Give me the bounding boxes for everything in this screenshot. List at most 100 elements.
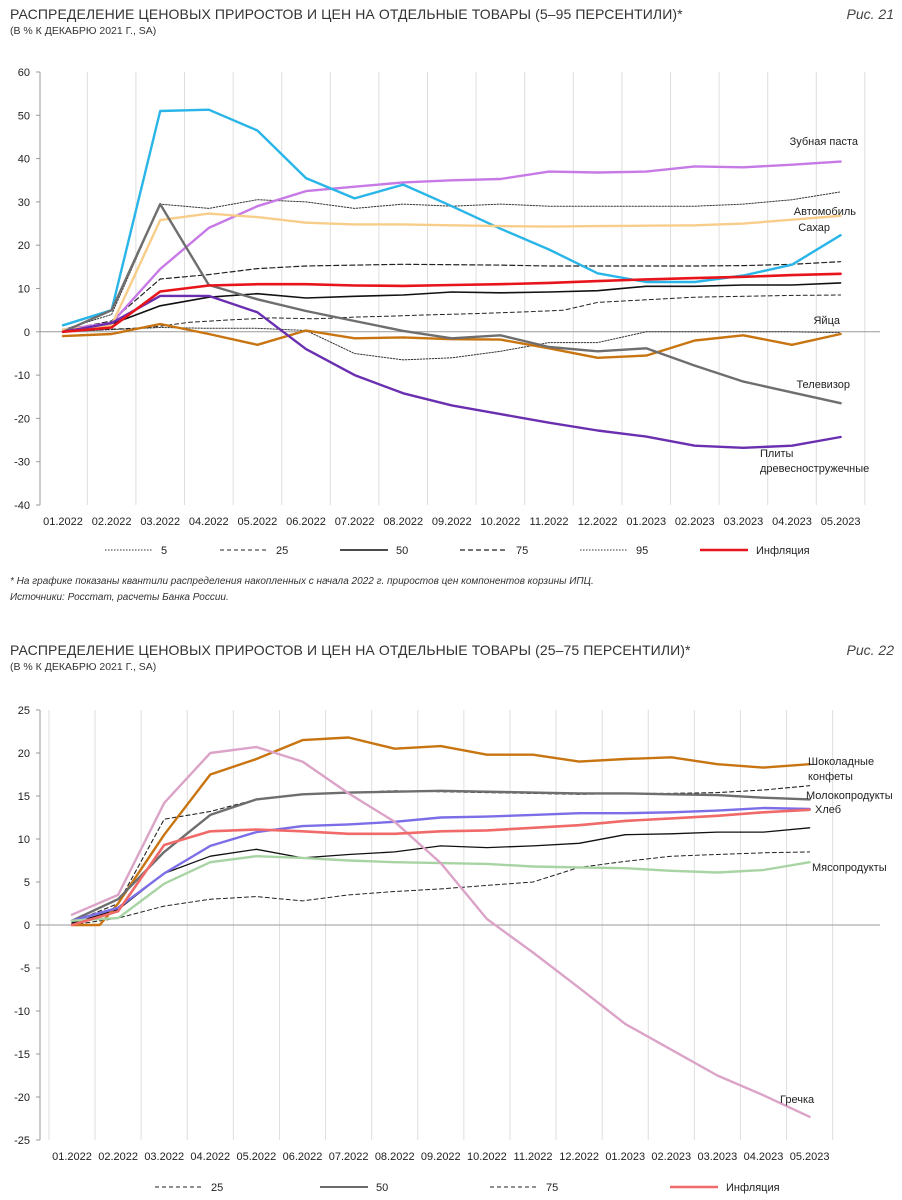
series-line-shokoladnye-konfety: [70, 736, 811, 927]
y-tick-label: 10: [18, 284, 30, 296]
y-tick-label: 5: [24, 877, 30, 889]
x-tick-label: 12.2022: [559, 1151, 599, 1163]
series-line-sahar: [61, 212, 842, 331]
series-line-hleb: [70, 806, 811, 922]
chart22-plot: -25 -20 -15 -10 -5 0 5 10 15 20 25 01.2022 02.2022 03…: [14, 705, 893, 1194]
x-tick-label: 03.2022: [144, 1151, 184, 1163]
series-line-75: [62, 261, 842, 332]
x-tick-label: 11.2022: [514, 1151, 553, 1163]
y-tick-label: 0: [24, 327, 30, 339]
series-line-molokoprodukty: [70, 789, 811, 922]
x-tick-label: 05.2022: [238, 516, 278, 528]
source-note: Источники: Росстат, расчеты Банка России…: [10, 592, 229, 603]
x-tick-label: 04.2022: [189, 516, 229, 528]
series-line-25: [62, 294, 842, 333]
chart22-subtitle: (В % К ДЕКАБРЮ 2021 Г., SA): [10, 661, 157, 673]
x-tick-label: 04.2022: [190, 1151, 230, 1163]
legend-label-75: 75: [546, 1182, 558, 1194]
y-tick-label: 25: [18, 705, 30, 717]
legend-label-inflyaciya: Инфляция: [726, 1182, 780, 1194]
x-tick-label: 08.2022: [383, 516, 423, 528]
x-tick-label: 07.2022: [335, 516, 375, 528]
x-tick-label: 05.2023: [821, 516, 861, 528]
x-tick-label: 01.2023: [605, 1151, 645, 1163]
y-tick-label: -40: [14, 500, 30, 512]
series-label-grechka: Гречка: [780, 1094, 815, 1106]
legend-label-25: 25: [211, 1182, 223, 1194]
series-line-plity-drevesnostruzhechnye: [61, 294, 842, 449]
footnote: * На графике показаны квантили распредел…: [10, 576, 594, 587]
x-tick-label: 05.2022: [237, 1151, 277, 1163]
x-tick-label: 02.2022: [92, 516, 132, 528]
legend-label-50: 50: [376, 1182, 388, 1194]
x-tick-label: 06.2022: [286, 516, 326, 528]
y-tick-label: 40: [18, 154, 30, 166]
y-tick-label: 20: [18, 240, 30, 252]
series-label-myasoprodukty: Мясопродукты: [812, 862, 887, 874]
y-tick-label: 0: [24, 920, 30, 932]
x-tick-label: 07.2022: [329, 1151, 369, 1163]
chart21-subtitle: (В % К ДЕКАБРЮ 2021 Г., SA): [10, 25, 157, 37]
y-tick-label: 50: [18, 110, 30, 122]
series-line-25: [71, 851, 811, 926]
y-tick-label: 15: [18, 791, 30, 803]
y-tick-label: -25: [14, 1135, 30, 1147]
y-tick-label: -10: [14, 1006, 30, 1018]
series-label-plity-drevesnostruzhechnye: Плиты древесностружечные: [760, 448, 869, 475]
legend-label-50: 50: [396, 545, 408, 557]
series-line-95: [62, 191, 842, 331]
series-label-hleb: Хлеб: [815, 804, 841, 816]
x-tick-label: 06.2022: [283, 1151, 323, 1163]
x-tick-label: 09.2022: [432, 516, 472, 528]
chart22-title: РАСПРЕДЕЛЕНИЕ ЦЕНОВЫХ ПРИРОСТОВ И ЦЕН НА…: [10, 642, 691, 658]
y-tick-label: -10: [14, 370, 30, 382]
y-tick-label: -30: [14, 457, 30, 469]
series-line-zubnaya-pasta: [61, 160, 842, 331]
x-tick-label: 04.2023: [772, 516, 812, 528]
series-line-inflyaciya: [61, 272, 842, 334]
legend-label-inflyaciya: Инфляция: [756, 545, 810, 557]
series-line-50: [62, 282, 842, 332]
series-line-50: [71, 827, 811, 924]
legend-label-25: 25: [276, 545, 288, 557]
x-tick-label: 05.2023: [790, 1151, 830, 1163]
x-tick-label: 04.2023: [744, 1151, 784, 1163]
chart21-plot: -40 -30 -20 -10 0 10 20 30 40 50 60 01.2022 02.2022 0…: [14, 67, 880, 557]
series-line-inflyaciya: [70, 808, 811, 927]
x-tick-label: 11.2022: [530, 516, 569, 528]
x-tick-label: 10.2022: [467, 1151, 507, 1163]
y-tick-label: 60: [18, 67, 30, 79]
x-tick-label: 03.2022: [140, 516, 180, 528]
x-tick-label: 03.2023: [698, 1151, 738, 1163]
chart21-figure-label: Рис. 21: [846, 6, 894, 22]
y-tick-label: 20: [18, 748, 30, 760]
x-tick-label: 02.2022: [98, 1151, 138, 1163]
series-label-zubnaya-pasta: Зубная паста: [790, 136, 859, 148]
legend-label-5: 5: [161, 545, 167, 557]
chart22-figure-label: Рис. 22: [846, 642, 894, 658]
x-tick-label: 02.2023: [675, 516, 715, 528]
legend-label-95: 95: [636, 545, 648, 557]
series-label-sahar: Сахар: [798, 222, 830, 234]
series-line-yayca: [61, 322, 842, 359]
y-tick-label: -15: [14, 1049, 30, 1061]
series-label-yayca: Яйца: [813, 315, 840, 327]
legend-label-75: 75: [516, 545, 528, 557]
x-tick-label: 03.2023: [724, 516, 764, 528]
series-line-grechka: [70, 745, 811, 1118]
series-line-avtomobil: [61, 108, 842, 327]
chart21-title: РАСПРЕДЕЛЕНИЕ ЦЕНОВЫХ ПРИРОСТОВ И ЦЕН НА…: [10, 6, 683, 22]
y-tick-label: 30: [18, 197, 30, 209]
series-line-televizor: [61, 202, 842, 405]
x-tick-label: 09.2022: [421, 1151, 461, 1163]
x-tick-label: 10.2022: [481, 516, 521, 528]
series-label-shokoladnye-konfety: Шоколадные конфеты: [808, 756, 874, 783]
x-tick-label: 01.2022: [43, 516, 83, 528]
x-tick-label: 08.2022: [375, 1151, 415, 1163]
y-tick-label: -20: [14, 1092, 30, 1104]
x-tick-label: 01.2023: [626, 516, 666, 528]
y-tick-label: 10: [18, 834, 30, 846]
series-label-avtomobil: Автомобиль: [794, 206, 857, 218]
y-tick-label: -5: [20, 963, 30, 975]
series-label-televizor: Телевизор: [796, 379, 850, 391]
